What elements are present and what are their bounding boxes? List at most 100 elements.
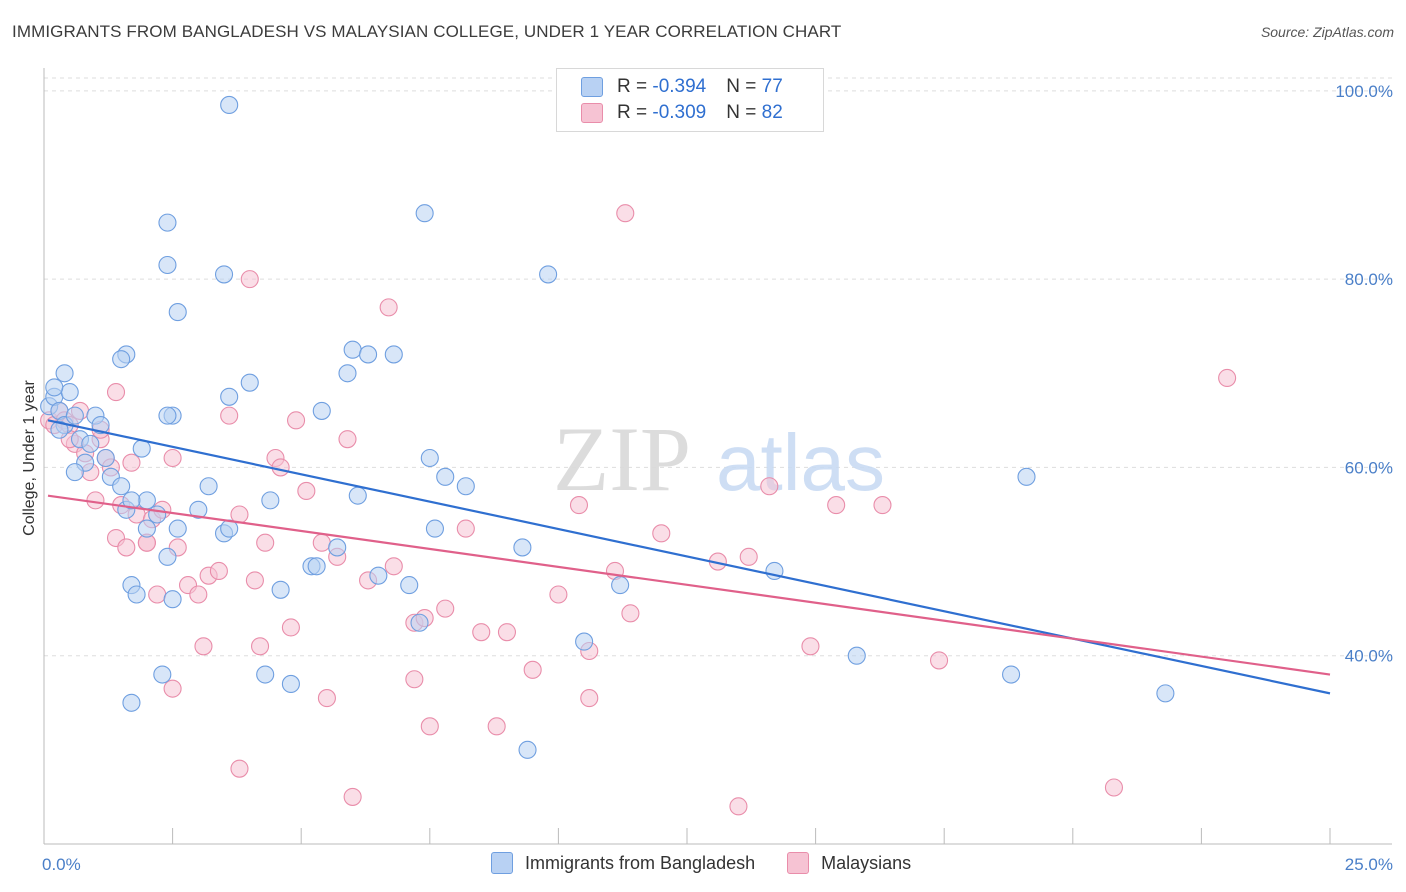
bangladesh-point [420,448,439,468]
malaysians-point [106,383,126,402]
malaysians-point [420,717,439,736]
y-tick-label: 80.0% [1345,270,1393,289]
malaysians-point [163,679,182,698]
legend-swatch-blue [491,852,513,874]
legend-item-malaysians: Malaysians [787,852,911,874]
malaysians-point [873,496,892,515]
bangladesh-point [214,265,234,284]
malaysians-point [189,585,208,604]
malaysians-point [827,496,846,515]
malaysians-point [379,298,398,317]
trend-lines [47,419,1331,695]
bangladesh-point [328,538,347,557]
malaysians-point [523,660,542,679]
bangladesh-point [261,491,280,510]
bangladesh-point [611,576,630,595]
legend-swatch-pink [581,103,603,123]
bangladesh-point [55,364,74,383]
malaysians-point [122,453,141,472]
malaysians-point [652,524,671,543]
bangladesh-point [220,95,239,115]
malaysians-point [117,538,136,557]
malaysians-point [616,204,635,223]
bangladesh-point [281,674,300,694]
malaysians-point [436,599,455,618]
malaysians-point [569,496,589,515]
malaysians-point [245,571,264,590]
bangladesh-point [137,519,156,538]
bangladesh-point [518,740,537,759]
bangladesh-point [112,477,131,496]
malaysians-point [405,670,424,689]
malaysians-point [930,651,949,670]
bangladesh-point [96,448,115,468]
x-tick-label: 0.0% [42,855,81,874]
malaysians-point [240,270,259,289]
bangladesh-point [189,500,208,519]
stats-legend: R = -0.394 N = 77 R = -0.309 N = 82 [556,68,824,132]
legend-r-value: -0.309 [652,102,707,123]
y-tick-label: 60.0% [1345,458,1393,477]
axis-labels: 40.0% 60.0% 80.0% 100.0% 0.0% 25.0% College, U… [21,82,1393,874]
legend-n-label: N = [726,102,762,123]
bangladesh-point [60,383,79,402]
bangladesh-point [65,463,84,482]
bangladesh-point [148,505,167,524]
bangladesh-point [456,477,475,496]
bangladesh-point [45,378,64,397]
bangladesh-point [158,213,177,232]
bangladesh-point [158,255,177,275]
legend-row-malaysians: R = -0.309 N = 82 [581,101,783,125]
bangladesh-point [50,420,69,439]
watermark-zip: ZIP [553,408,691,510]
legend-n-value: 82 [761,102,783,123]
y-tick-label: 40.0% [1345,647,1393,666]
malaysians-point [472,623,491,642]
axes [43,68,1392,845]
malaysians-point [801,637,820,656]
bangladesh-point [575,632,594,651]
malaysians-point [497,623,517,642]
bangladesh-point [307,557,326,576]
bangladesh-point [1002,665,1021,684]
bangladesh-point [122,491,141,510]
malaysians-point [456,519,475,538]
series-legend: Immigrants from Bangladesh Malaysians [491,852,943,874]
malaysians-point [621,604,640,623]
bangladesh-point [65,406,84,425]
y-tick-label: 100.0% [1335,82,1393,101]
malaysians-point [220,406,239,425]
bangladesh-point [199,477,218,496]
bangladesh-point [240,373,259,392]
legend-row-bangladesh: R = -0.394 N = 77 [581,75,783,99]
malaysians-point [209,561,228,581]
bangladesh-point [312,401,331,420]
malaysians-point [739,547,758,566]
bangladesh-point [348,486,367,505]
malaysians-point [487,717,506,736]
legend-n-label: N = [726,76,762,97]
legend-r-label: R = [617,76,653,97]
bangladesh-point [122,693,141,712]
bangladesh-point [168,519,187,538]
legend-swatch-pink [787,852,810,874]
series-bangladesh [40,95,1175,759]
malaysians-point [163,448,182,468]
bangladesh-point [112,350,131,369]
bangladesh-point [410,613,429,632]
malaysians-point [194,637,213,656]
bangladesh-point [256,665,275,684]
malaysians-point [297,481,316,501]
bangladesh-trend-line [47,419,1331,695]
bangladesh-point [539,265,558,284]
bangladesh-point [343,340,362,359]
malaysians-point [256,533,275,552]
malaysians-point [549,585,568,604]
malaysians-point [343,787,362,806]
bangladesh-point [1017,467,1036,486]
bangladesh-point [220,387,239,406]
bangladesh-point [436,467,455,486]
malaysians-point [384,557,403,576]
bangladesh-point [415,204,434,223]
malaysians-point [1104,778,1124,797]
